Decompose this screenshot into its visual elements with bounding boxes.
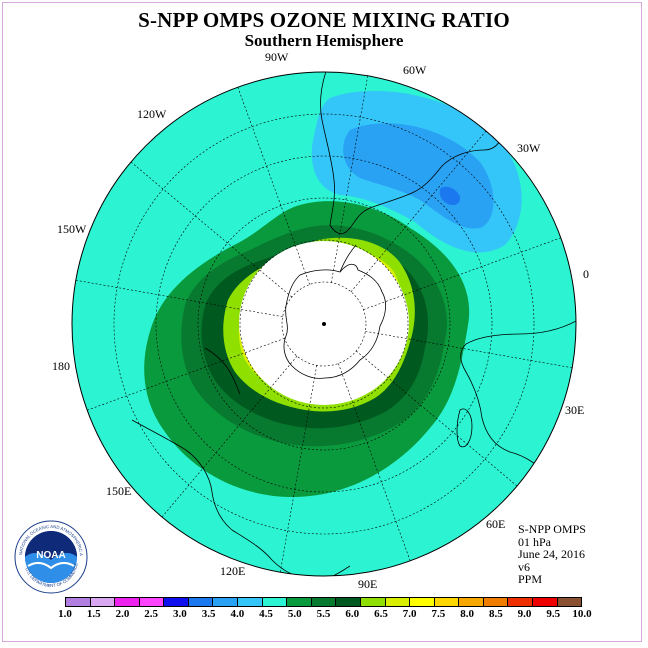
colorbar-tick-label: 10.0 bbox=[572, 608, 592, 620]
contour-3-0-3-5 bbox=[439, 186, 461, 205]
info-level: 01 hPa bbox=[518, 534, 551, 549]
colorbar-swatch bbox=[336, 598, 361, 606]
meridian-line bbox=[330, 75, 369, 283]
coastline-new-zealand bbox=[204, 347, 241, 395]
colorbar-swatch bbox=[164, 598, 189, 606]
meridian-line bbox=[130, 161, 293, 298]
south-pole-marker bbox=[322, 322, 326, 326]
meridian-line bbox=[338, 363, 411, 561]
meridian-line bbox=[355, 350, 518, 487]
coastline-antarctic-peninsula bbox=[339, 244, 357, 273]
colorbar-swatch bbox=[238, 598, 263, 606]
colorbar-swatch bbox=[385, 598, 411, 606]
product-info: S-NPP OMPS 01 hPa June 24, 2016 v6 PPM bbox=[518, 523, 586, 586]
colorbar-tick-label: 8.5 bbox=[488, 608, 503, 620]
noaa-logo: NOAA NATIONAL OCEANIC AND ATMOSPHERIC AD… bbox=[14, 520, 88, 594]
meridian-line bbox=[363, 237, 561, 310]
colorbar-tick-label: 2.5 bbox=[144, 608, 159, 620]
lon-label-90w: 90W bbox=[265, 50, 289, 64]
lon-label-60e: 60E bbox=[486, 517, 505, 531]
longitude-lines bbox=[75, 75, 573, 573]
colorbar-tick-label: 5.0 bbox=[287, 608, 302, 620]
colorbar-swatch bbox=[483, 598, 509, 606]
colorbar-swatch bbox=[360, 598, 386, 606]
coastline-madagascar bbox=[456, 408, 473, 448]
colorbar-tick-label: 7.0 bbox=[402, 608, 417, 620]
info-version: v6 bbox=[518, 559, 530, 574]
colorbar-swatch bbox=[434, 598, 460, 606]
colorbar-swatch bbox=[188, 598, 214, 606]
colorbar-tick-labels: 1.0 1.5 2.0 2.5 3.0 3.5 4.0 4.5 5.0 5.5 6.0 6.5 7.0 7… bbox=[58, 608, 592, 622]
longitude-labels: 90W 60W 120W 30W 150W 0 180 30E 150E 60E… bbox=[52, 50, 589, 591]
colorbar-swatch bbox=[311, 598, 337, 606]
colorbar-swatch bbox=[66, 598, 91, 606]
colorbar-tick-label: 5.5 bbox=[316, 608, 331, 620]
colorbar-swatch bbox=[90, 598, 116, 606]
globe-outline bbox=[71, 71, 577, 577]
colorbar-swatch bbox=[557, 598, 582, 606]
meridian-line bbox=[350, 130, 487, 293]
colorbar-swatch bbox=[410, 598, 435, 606]
colorbar-tick-label: 3.5 bbox=[201, 608, 216, 620]
lon-label-120w: 120W bbox=[137, 107, 167, 121]
noaa-logo-text: NOAA bbox=[36, 550, 65, 561]
meridian-line bbox=[237, 87, 310, 285]
figure-frame bbox=[2, 2, 642, 642]
lon-label-30e: 30E bbox=[565, 403, 584, 417]
colorbar-tick-label: 7.5 bbox=[431, 608, 446, 620]
colorbar-tick-label: 1.0 bbox=[58, 608, 72, 620]
coastline-australia bbox=[131, 419, 351, 576]
lon-label-150w: 150W bbox=[57, 222, 87, 236]
lon-label-30w: 30W bbox=[517, 141, 541, 155]
colorbar-swatch bbox=[213, 598, 239, 606]
colorbar-swatch bbox=[532, 598, 558, 606]
colorbar-swatch bbox=[508, 598, 533, 606]
lon-label-0: 0 bbox=[583, 267, 589, 281]
info-date: June 24, 2016 bbox=[518, 547, 585, 561]
meridian-line bbox=[161, 355, 298, 518]
meridian-line bbox=[87, 338, 285, 411]
colorbar-swatch bbox=[139, 598, 165, 606]
latitude-circles bbox=[113, 113, 535, 535]
lon-label-150e: 150E bbox=[106, 484, 131, 498]
meridian-line bbox=[279, 365, 318, 573]
coastline-antarctica bbox=[283, 263, 386, 379]
map-subtitle: Southern Hemisphere bbox=[244, 31, 404, 50]
colorbar-swatch bbox=[115, 598, 140, 606]
meridian-line bbox=[365, 330, 573, 369]
colorbar-tick-label: 3.0 bbox=[173, 608, 187, 620]
colorbar-tick-label: 1.5 bbox=[86, 608, 101, 620]
meridian-line bbox=[75, 279, 283, 318]
colorbar-tick-label: 6.5 bbox=[374, 608, 388, 620]
colorbar-tick-label: 9.5 bbox=[546, 608, 561, 620]
colorbar-tick-label: 4.5 bbox=[259, 608, 273, 620]
colorbar bbox=[65, 597, 582, 607]
colorbar-tick-label: 9.0 bbox=[517, 608, 532, 620]
info-units: PPM bbox=[518, 572, 543, 586]
colorbar-tick-label: 6.0 bbox=[345, 608, 360, 620]
lon-label-60w: 60W bbox=[403, 63, 427, 77]
colorbar-swatch bbox=[262, 598, 288, 606]
colorbar-tick-label: 2.0 bbox=[115, 608, 130, 620]
colorbar-tick-label: 4.0 bbox=[230, 608, 245, 620]
map-title: S-NPP OMPS OZONE MIXING RATIO bbox=[138, 8, 510, 32]
lon-label-90e: 90E bbox=[358, 577, 377, 591]
lon-label-120e: 120E bbox=[220, 564, 245, 578]
colorbar-swatch bbox=[459, 598, 484, 606]
lon-label-180: 180 bbox=[52, 359, 70, 373]
coastline-south-america bbox=[320, 72, 505, 234]
colorbar-tick-label: 8.0 bbox=[460, 608, 474, 620]
colorbar-swatch bbox=[287, 598, 312, 606]
info-product: S-NPP OMPS bbox=[518, 522, 586, 536]
